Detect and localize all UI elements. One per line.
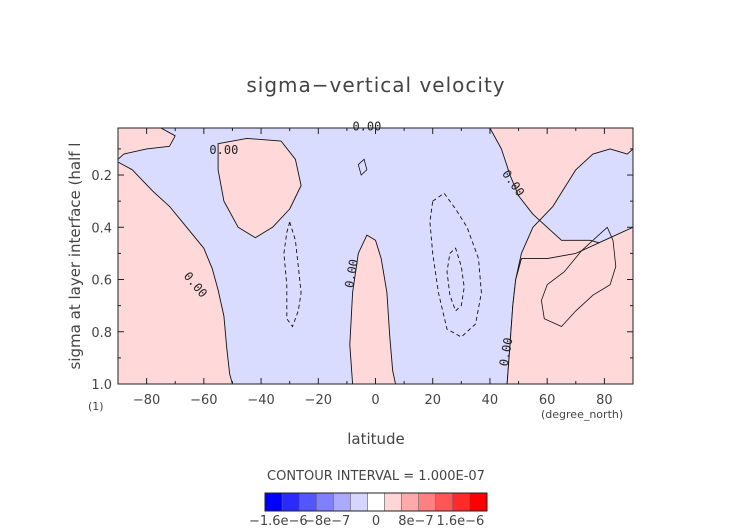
dashed-contour-northern-negative-cell-inner [446, 247, 465, 312]
positive-region-northern-lower-cell [506, 226, 633, 384]
solid-contour-northern-positive-cell [540, 226, 617, 327]
colorbar-swatch [418, 492, 437, 512]
y-tick-label: 0.6 [91, 274, 112, 289]
y-axis-label: sigma at layer interface (half l [66, 143, 84, 370]
chart-title: sigma−vertical velocity [246, 73, 505, 97]
y-tick-label: 0.2 [91, 169, 112, 184]
x-tick-label: 60 [539, 393, 556, 408]
contour-label: 0.00 [342, 258, 361, 289]
x-tick-label: −60 [190, 393, 217, 408]
colorbar-frame [264, 492, 488, 512]
positive-region-equatorial-tongue [349, 234, 396, 384]
x-tick-label: 0 [371, 393, 379, 408]
x-tick-label: −80 [133, 393, 160, 408]
colorbar-tick-label: 0 [372, 514, 380, 529]
colorbar-tick-label: −1.6e−6 [249, 514, 308, 529]
colorbar-swatch [452, 492, 471, 512]
dashed-contour-northern-negative-cell-outer [429, 192, 482, 338]
solid-contour-upper-small-cell [357, 158, 368, 176]
colorbar-swatch [367, 492, 385, 512]
colorbar-swatch [315, 492, 334, 512]
colorbar-swatch [281, 492, 300, 512]
positive-region-southern-upper-lobe [217, 137, 302, 239]
y-tick-label: 0.8 [91, 326, 112, 341]
contour-label: 0.00 [352, 120, 381, 134]
colorbar-swatch [469, 492, 488, 512]
colorbar-swatch [401, 492, 419, 512]
colorbar-swatch [333, 492, 351, 512]
x-units: (degree_north) [541, 408, 623, 421]
colorbar-swatch [350, 492, 368, 512]
y-tick-label: 1.0 [91, 378, 112, 393]
positive-region-upper-left-band [118, 128, 176, 160]
x-tick-label: 40 [482, 393, 499, 408]
colorbar-tick-label: 1.6e−6 [436, 514, 484, 529]
positive-region-southern-subtropics [118, 128, 233, 384]
colorbar-tick-label: −8e−7 [304, 514, 350, 529]
x-tick-label: 20 [424, 393, 441, 408]
colorbar [264, 492, 488, 512]
y-tick-label: 0.4 [91, 221, 112, 236]
contour-label: 0.00 [497, 337, 516, 368]
x-tick-label: −40 [247, 393, 274, 408]
colorbar-swatch [384, 492, 402, 512]
colorbar-swatch [435, 492, 454, 512]
x-axis-label: latitude [347, 430, 405, 448]
dashed-contour-southern-negative-cell [283, 220, 302, 328]
contour-label: 0.00 [209, 143, 238, 157]
y-units: (1) [88, 400, 104, 413]
colorbar-tick-label: 8e−7 [398, 514, 433, 529]
colorbar-swatch [298, 492, 317, 512]
x-tick-label: −20 [305, 393, 332, 408]
colorbar-swatch [264, 492, 283, 512]
contour-interval: CONTOUR INTERVAL = 1.000E-07 [267, 469, 485, 484]
x-tick-label: 80 [596, 393, 613, 408]
plot-area [118, 128, 633, 384]
